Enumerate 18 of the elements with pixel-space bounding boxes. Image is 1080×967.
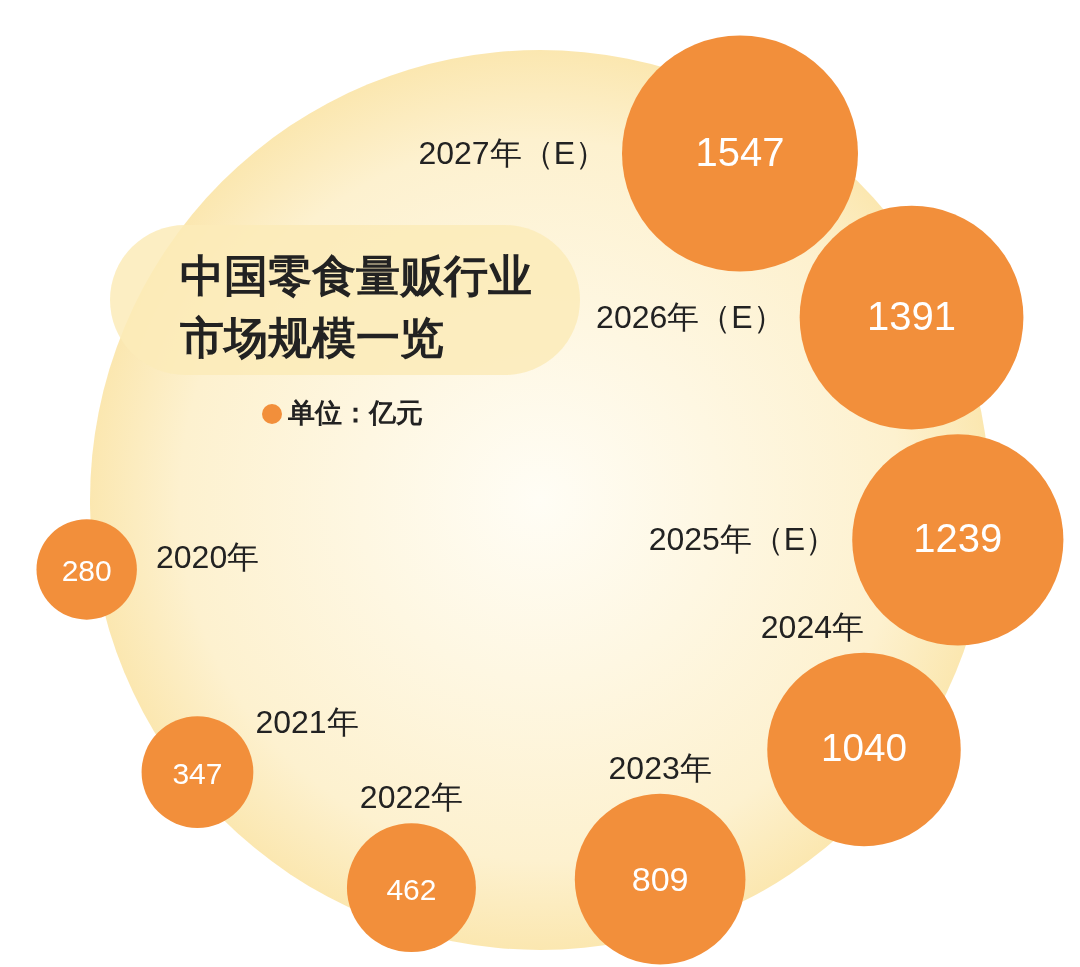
data-label: 1040 [820, 726, 908, 770]
data-label: 280 [61, 554, 112, 588]
data-label: 462 [386, 872, 437, 906]
data-label: 1391 [867, 293, 957, 338]
text: 中国零食量贩行业市场规模一览 [180, 250, 533, 364]
data-label: 347 [172, 757, 223, 791]
data-label: 809 [631, 860, 689, 899]
category-label: 2023年 [608, 749, 712, 786]
category-label: 2024年 [760, 608, 865, 645]
category-label: 2021年 [255, 704, 359, 741]
category-label: 2026年（E） [596, 298, 785, 335]
category-label: 2025年（E） [648, 520, 838, 557]
category-label: 2020年 [156, 539, 260, 576]
category-label: 2022年 [359, 779, 464, 816]
data-label: 1547 [695, 129, 785, 174]
category-label: 2027年（E） [418, 134, 607, 171]
text: 单位：亿元 [287, 397, 423, 430]
data-label: 1239 [913, 515, 1003, 560]
